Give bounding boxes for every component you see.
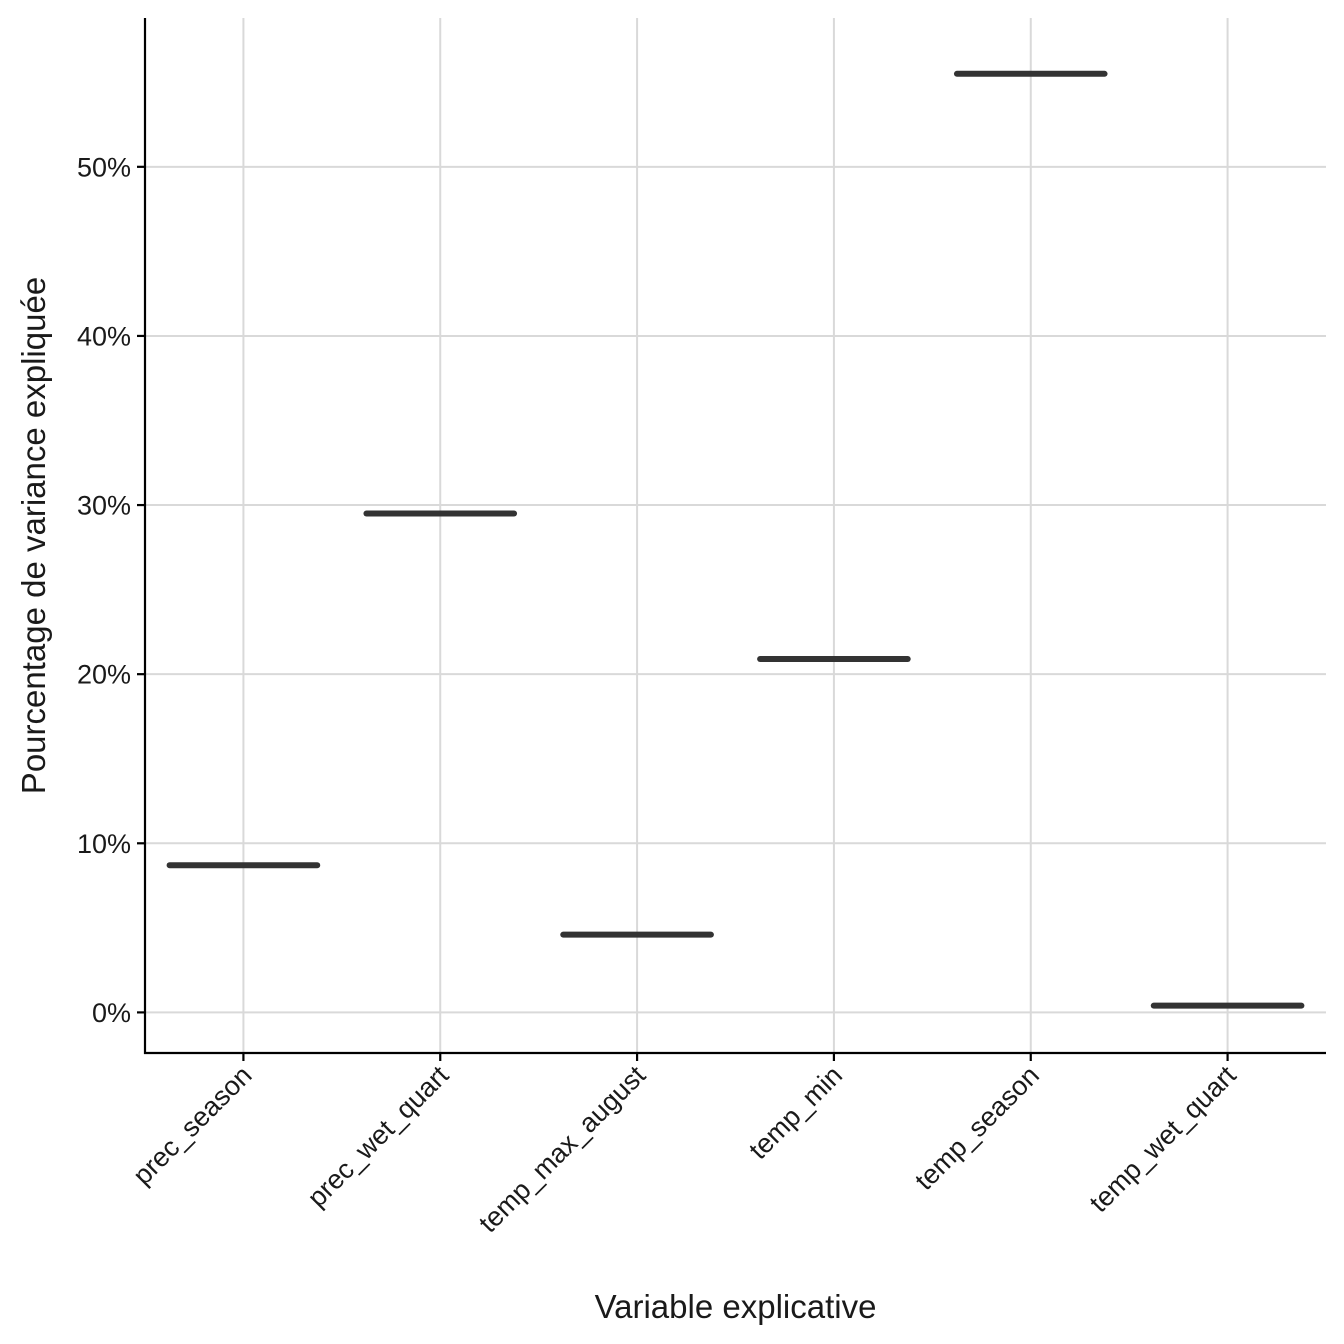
x-axis-title: Variable explicative: [595, 1288, 877, 1325]
y-tick-label: 30%: [77, 491, 131, 521]
x-tick-label: temp_min: [743, 1060, 848, 1165]
x-tick-label: prec_season: [127, 1060, 258, 1191]
x-tick-label: prec_wet_quart: [302, 1060, 455, 1213]
y-grid-lines: [145, 165, 1326, 1014]
y-tick-label: 0%: [92, 998, 131, 1028]
x-tick-label: temp_max_august: [473, 1060, 652, 1239]
y-axis-ticks: 0% 10% 20% 30% 40% 50%: [77, 152, 145, 1028]
x-tick-label: temp_wet_quart: [1084, 1060, 1242, 1218]
x-tick-label: temp_season: [909, 1060, 1045, 1196]
y-tick-label: 40%: [77, 321, 131, 351]
median-bars: [166, 70, 1305, 1009]
y-tick-label: 10%: [77, 829, 131, 859]
y-tick-label: 50%: [77, 152, 131, 182]
x-grid-lines: [242, 18, 1229, 1053]
x-axis-ticks: prec_season prec_wet_quart temp_max_august…: [127, 1053, 1242, 1238]
y-tick-label: 20%: [77, 660, 131, 690]
y-axis-title: Pourcentage de variance expliquée: [15, 277, 52, 794]
